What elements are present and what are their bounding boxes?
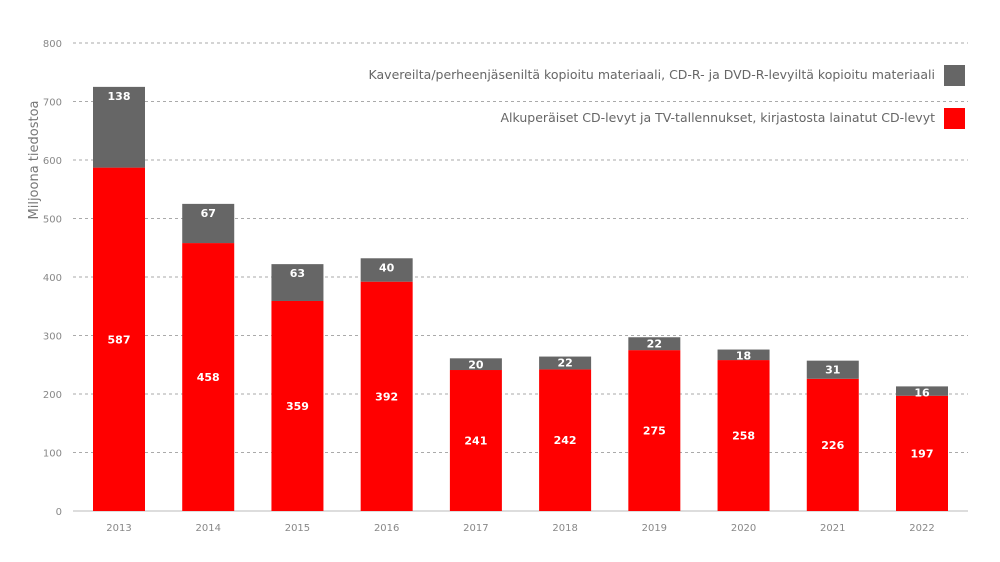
x-tick-label: 2018 bbox=[552, 523, 577, 534]
data-label: 242 bbox=[554, 434, 577, 447]
x-tick-label: 2022 bbox=[909, 523, 934, 534]
bar-segment bbox=[896, 386, 948, 396]
bar-segment bbox=[271, 264, 324, 301]
data-label: 22 bbox=[557, 357, 572, 370]
data-label: 197 bbox=[911, 447, 934, 460]
bars: 587 138 458 67 359 63 392 40 241 20 242 22 275 22 258 1… bbox=[93, 86, 948, 512]
data-label: 241 bbox=[464, 435, 487, 448]
data-label: 258 bbox=[732, 430, 755, 443]
data-label: 226 bbox=[821, 439, 844, 452]
data-label: 275 bbox=[643, 425, 666, 438]
x-tick-label: 2015 bbox=[285, 523, 310, 534]
x-tick-label: 2017 bbox=[463, 523, 488, 534]
bar-segment bbox=[628, 337, 681, 351]
data-label: 22 bbox=[647, 337, 662, 350]
bar-segment bbox=[449, 370, 502, 511]
y-tick-label: 600 bbox=[43, 156, 62, 167]
x-tick-label: 2014 bbox=[195, 523, 220, 534]
legend: Kavereilta/perheenjäseniltä kopioitu mat… bbox=[369, 65, 965, 129]
bar-segment bbox=[539, 369, 592, 511]
data-label: 31 bbox=[825, 364, 840, 377]
legend-label-original: Alkuperäiset CD-levyt ja TV-tallennukset… bbox=[501, 110, 936, 125]
y-tick-label: 500 bbox=[43, 215, 62, 226]
data-label: 16 bbox=[914, 386, 930, 399]
bar-segment bbox=[360, 281, 413, 511]
y-tick-label: 800 bbox=[43, 39, 62, 50]
bar-segment bbox=[182, 243, 235, 511]
bar-segment bbox=[449, 358, 502, 371]
bar-segment bbox=[717, 349, 770, 361]
x-tick-label: 2019 bbox=[642, 523, 667, 534]
data-label: 359 bbox=[286, 400, 309, 413]
y-tick-label: 0 bbox=[56, 507, 62, 518]
bar-segment bbox=[182, 203, 235, 244]
y-tick-label: 200 bbox=[43, 390, 62, 401]
legend-swatch-copied bbox=[944, 65, 965, 86]
data-label: 18 bbox=[736, 350, 751, 363]
x-tick-label: 2016 bbox=[374, 523, 399, 534]
data-label: 392 bbox=[375, 390, 398, 403]
y-tick-label: 700 bbox=[43, 98, 62, 109]
bar-segment bbox=[806, 378, 859, 511]
bar-segment bbox=[806, 360, 859, 379]
bar-segment bbox=[93, 167, 145, 512]
bar-segment bbox=[717, 360, 770, 511]
y-axis-ticks: 0 100 200 300 400 500 600 700 800 bbox=[43, 39, 62, 518]
data-label: 20 bbox=[468, 358, 484, 371]
data-label: 63 bbox=[290, 267, 305, 280]
legend-label-copied: Kavereilta/perheenjäseniltä kopioitu mat… bbox=[369, 67, 935, 82]
data-label: 67 bbox=[201, 207, 216, 220]
y-tick-label: 100 bbox=[43, 449, 62, 460]
data-label: 587 bbox=[108, 333, 131, 346]
bar-segment bbox=[628, 350, 681, 511]
legend-swatch-original bbox=[944, 108, 965, 129]
bar-segment bbox=[271, 300, 324, 511]
bar-segment bbox=[539, 356, 592, 370]
bar-segment bbox=[93, 86, 145, 168]
x-tick-label: 2013 bbox=[106, 523, 131, 534]
y-tick-label: 300 bbox=[43, 332, 62, 343]
bar-segment bbox=[896, 395, 948, 511]
data-label: 458 bbox=[197, 371, 220, 384]
bar-segment bbox=[360, 258, 413, 282]
x-tick-label: 2020 bbox=[731, 523, 756, 534]
data-label: 40 bbox=[379, 261, 395, 274]
x-tick-label: 2021 bbox=[820, 523, 845, 534]
x-axis-ticks: 2013 2014 2015 2016 2017 2018 2019 2020 2021 2022 bbox=[106, 523, 934, 534]
y-tick-label: 400 bbox=[43, 273, 62, 284]
data-label: 138 bbox=[108, 90, 131, 103]
y-axis-label: Miljoona tiedostoa bbox=[27, 101, 42, 220]
